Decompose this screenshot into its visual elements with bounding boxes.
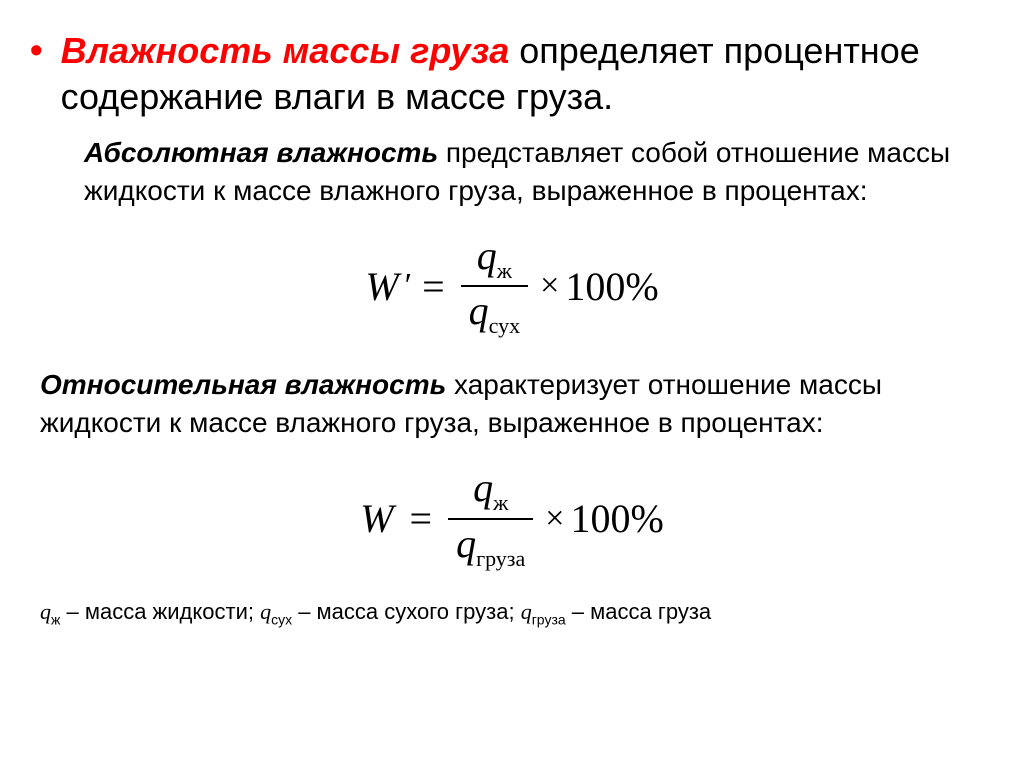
legend-q1: q bbox=[40, 599, 51, 624]
f2-W: W bbox=[360, 495, 393, 542]
f1-prime: ′ bbox=[405, 267, 412, 305]
para2-term: Относительная влажность bbox=[40, 369, 446, 400]
legend-q1-label: – масса жидкости; bbox=[60, 599, 260, 624]
para-absolute: Абсолютная влажность представляет собой … bbox=[84, 134, 974, 210]
f1-numer-sub: ж bbox=[497, 258, 512, 283]
para-relative: Относительная влажность характеризует от… bbox=[40, 366, 974, 442]
f1-equals: = bbox=[422, 263, 445, 310]
f1-numer-var: q bbox=[477, 233, 497, 278]
legend-q1-sub: ж bbox=[51, 611, 60, 627]
bullet-heading: • Влажность массы груза определяет проце… bbox=[30, 28, 994, 120]
f1-times: × bbox=[540, 267, 559, 305]
f1-denom-sub: сух bbox=[489, 313, 520, 338]
f2-numer-var: q bbox=[473, 465, 493, 510]
f2-equals: = bbox=[410, 495, 433, 542]
f1-hundred: 100% bbox=[565, 263, 658, 310]
legend: qж – масса жидкости; qсух – масса сухого… bbox=[40, 599, 994, 627]
legend-q3-sub: груза bbox=[532, 611, 566, 627]
f1-denom-var: q bbox=[469, 288, 489, 333]
f2-times: × bbox=[545, 500, 564, 538]
f2-bar bbox=[448, 518, 533, 520]
bullet-term: Влажность массы груза bbox=[61, 30, 510, 71]
f2-hundred: 100% bbox=[570, 495, 663, 542]
legend-q3-label: – масса груза bbox=[566, 599, 712, 624]
legend-q2: q bbox=[260, 599, 271, 624]
f1-fraction: qж qсух bbox=[461, 234, 528, 338]
legend-q3: q bbox=[521, 599, 532, 624]
f2-numer-sub: ж bbox=[493, 490, 508, 515]
f1-numer: qж bbox=[469, 234, 520, 283]
para1-term: Абсолютная влажность bbox=[84, 137, 438, 168]
formula-absolute: W′ = qж qсух × 100% bbox=[30, 234, 994, 338]
f2-denom-var: q bbox=[456, 521, 476, 566]
f1-W: W bbox=[365, 263, 398, 310]
f2-denom: qгруза bbox=[448, 522, 533, 571]
f1-bar bbox=[461, 285, 528, 287]
formula-relative: W = qж qгруза × 100% bbox=[30, 466, 994, 570]
bullet-text: Влажность массы груза определяет процент… bbox=[61, 28, 994, 120]
legend-q2-sub: сух bbox=[271, 611, 292, 627]
f2-denom-sub: груза bbox=[476, 546, 525, 571]
f2-fraction: qж qгруза bbox=[448, 466, 533, 570]
bullet-marker: • bbox=[30, 28, 43, 72]
slide-page: • Влажность массы груза определяет проце… bbox=[0, 0, 1024, 647]
legend-q2-label: – масса сухого груза; bbox=[292, 599, 521, 624]
f2-numer: qж bbox=[465, 466, 516, 515]
f1-denom: qсух bbox=[461, 289, 528, 338]
